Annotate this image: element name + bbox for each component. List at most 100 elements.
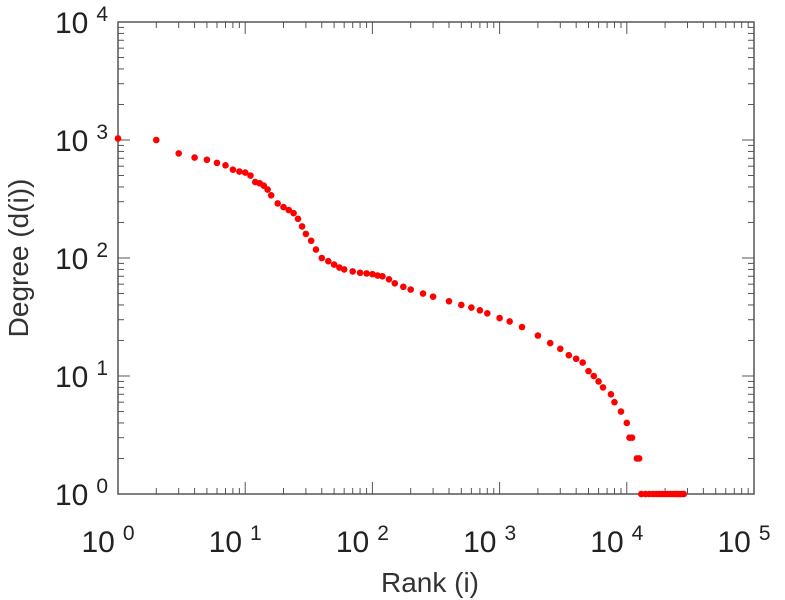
tick-exponent: 5 (759, 522, 771, 545)
data-point (385, 275, 393, 283)
tick-base: 10 (55, 243, 88, 276)
data-point (518, 323, 526, 331)
data-point (635, 455, 643, 462)
data-point (114, 135, 122, 142)
x-tick-label: 10 1 (209, 522, 262, 559)
data-point (203, 156, 211, 164)
data-point (191, 154, 198, 161)
data-point (556, 345, 564, 353)
tick-exponent: 2 (377, 522, 389, 545)
data-point (356, 269, 364, 277)
x-tick-label: 10 4 (590, 522, 643, 559)
y-tick-label: 10 1 (55, 357, 108, 394)
data-point (152, 136, 160, 144)
plot-area-frame (117, 21, 755, 495)
y-tick-label: 10 2 (55, 239, 108, 276)
x-tick-label: 10 2 (336, 522, 389, 559)
data-point (565, 351, 573, 359)
y-tick-label: 10 0 (55, 475, 108, 512)
tick-base: 10 (55, 125, 88, 158)
data-point (369, 270, 376, 278)
data-point (312, 246, 320, 253)
data-point (229, 166, 237, 174)
data-point (419, 290, 427, 297)
data-point (445, 297, 453, 305)
data-point (290, 209, 297, 217)
tick-base: 10 (81, 526, 114, 559)
data-point (330, 261, 338, 268)
data-point (623, 419, 631, 427)
axis-ticks (117, 21, 755, 495)
data-point (534, 332, 542, 339)
tick-base: 10 (717, 526, 750, 559)
data-point (617, 408, 625, 415)
data-point (407, 286, 414, 293)
tick-base: 10 (55, 7, 88, 40)
data-point (572, 355, 580, 363)
data-points (114, 135, 687, 498)
data-point (391, 280, 399, 287)
tick-exponent: 0 (96, 475, 108, 498)
data-point (302, 230, 310, 238)
tick-exponent: 0 (123, 522, 135, 545)
tick-exponent: 1 (96, 357, 108, 380)
data-point (579, 359, 586, 366)
data-point (280, 203, 287, 211)
data-point (599, 384, 607, 391)
y-tick-labels: 10 0 10 1 10 2 10 3 10 4 (55, 3, 108, 512)
data-point (175, 150, 182, 157)
tick-base: 10 (209, 526, 242, 559)
data-point (236, 168, 243, 175)
y-axis-title: Degree (d(i)) (3, 179, 34, 338)
data-point (506, 318, 513, 325)
data-point (298, 223, 306, 230)
data-point (340, 266, 348, 273)
data-point (349, 268, 356, 275)
data-point (611, 398, 618, 406)
x-tick-labels: 10 0 10 1 10 2 10 3 10 4 10 5 (81, 522, 770, 559)
data-point (247, 172, 254, 179)
tick-exponent: 4 (96, 3, 108, 26)
tick-base: 10 (336, 526, 369, 559)
x-tick-label: 10 0 (81, 522, 134, 559)
data-point (429, 293, 437, 300)
x-axis-title: Rank (i) (381, 567, 479, 598)
y-tick-label: 10 3 (55, 121, 108, 158)
tick-exponent: 2 (96, 239, 108, 262)
data-point (585, 367, 592, 375)
data-point (680, 490, 687, 498)
data-point (400, 283, 407, 291)
data-point (324, 257, 332, 265)
data-point (285, 206, 293, 214)
data-point (213, 159, 221, 167)
x-tick-label: 10 5 (717, 522, 770, 559)
data-point (590, 372, 598, 380)
data-point (363, 270, 370, 277)
tick-exponent: 3 (96, 121, 108, 144)
data-point (458, 301, 465, 309)
tick-base: 10 (55, 361, 88, 394)
x-tick-label: 10 3 (463, 522, 516, 559)
data-point (274, 200, 281, 207)
data-point (476, 307, 484, 314)
data-point (379, 272, 386, 280)
data-point (483, 309, 491, 317)
data-point (307, 237, 315, 245)
data-point (595, 378, 602, 385)
tick-exponent: 1 (250, 522, 262, 545)
tick-exponent: 4 (632, 522, 644, 545)
tick-base: 10 (590, 526, 623, 559)
tick-base: 10 (463, 526, 496, 559)
data-point (318, 254, 326, 262)
data-point (607, 390, 615, 398)
data-point (241, 169, 249, 176)
data-point (294, 215, 302, 223)
tick-exponent: 3 (504, 522, 516, 545)
data-point (628, 434, 636, 441)
data-point (496, 314, 503, 322)
data-point (222, 162, 229, 169)
tick-base: 10 (55, 479, 88, 512)
data-point (546, 339, 554, 347)
data-point (267, 191, 275, 199)
